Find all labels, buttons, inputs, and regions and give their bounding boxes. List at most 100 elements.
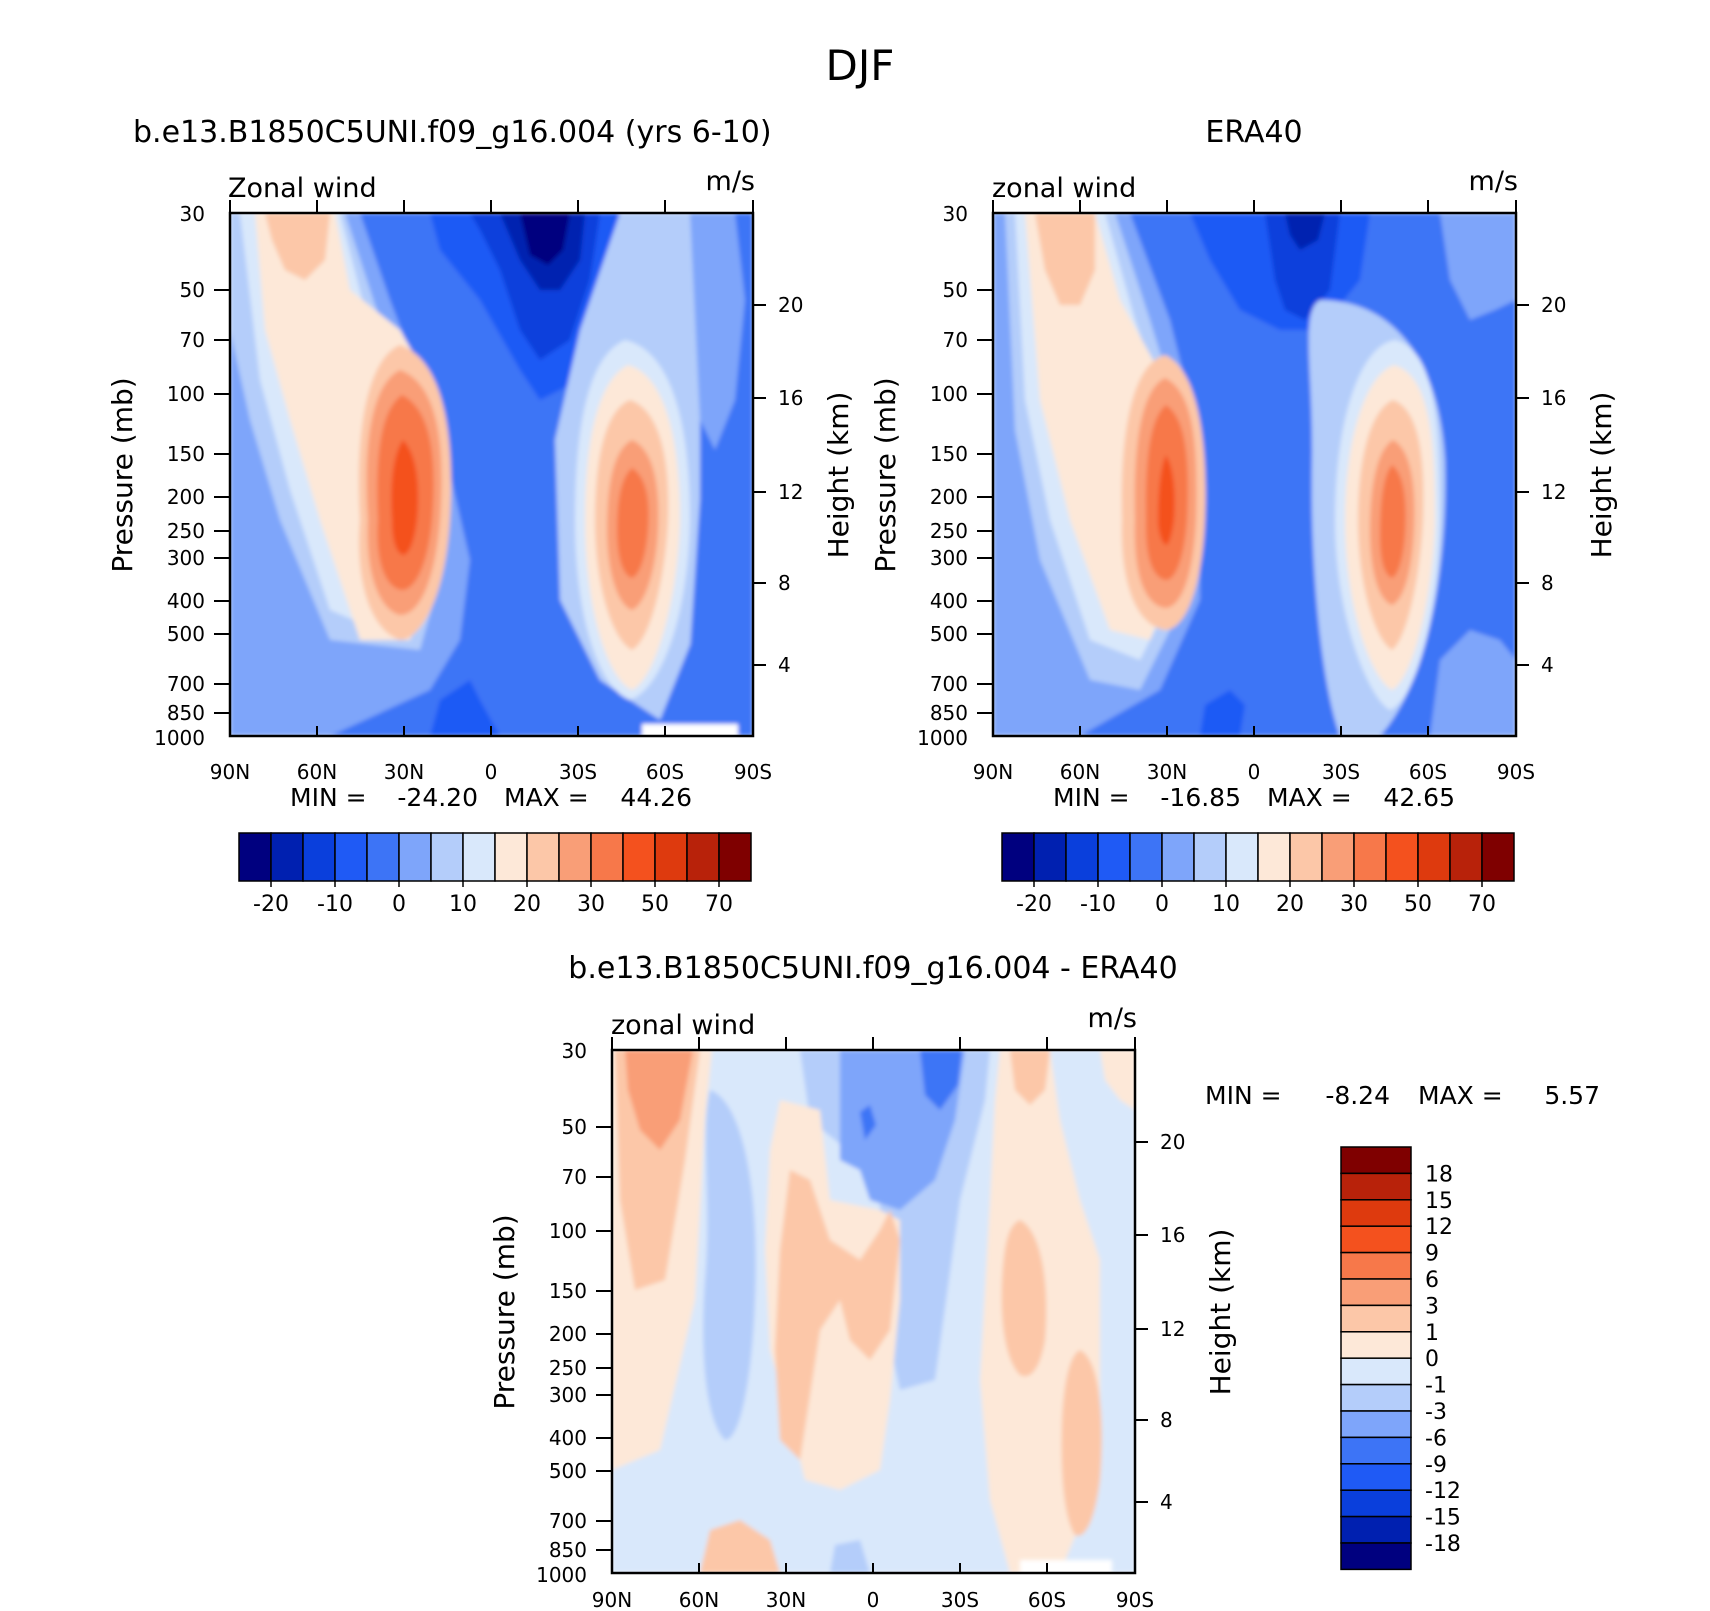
y-tick-label: 300 <box>549 1383 587 1407</box>
y2-tick-label: 4 <box>1541 653 1554 677</box>
y2-axis-title: Height (km) <box>1204 1229 1237 1396</box>
panel-era40: ERA40 zonal wind m/s <box>869 115 1618 917</box>
colorbar-swatch <box>590 832 624 882</box>
y-tick-label: 100 <box>549 1219 587 1243</box>
y2-tick-label: 8 <box>778 571 791 595</box>
y-tick-label: 300 <box>167 546 205 570</box>
y-tick-label: 150 <box>549 1279 587 1303</box>
y2-axis-title: Height (km) <box>822 392 855 559</box>
colorbar-swatch <box>1321 832 1355 882</box>
colorbar-tick-label: -10 <box>1080 892 1116 917</box>
colorbar-swatch <box>366 832 400 882</box>
y2-tick-label: 12 <box>1541 480 1566 504</box>
colorbar-tick-label: 0 <box>1155 892 1169 917</box>
colorbar-swatch <box>1289 832 1323 882</box>
colorbar-tick-label: 0 <box>392 892 406 917</box>
colorbar-tick-label: 18 <box>1425 1162 1453 1187</box>
y-tick-label: 70 <box>562 1165 587 1189</box>
x-tick-label: 60N <box>679 1588 719 1611</box>
colorbar-tick-label: 6 <box>1425 1268 1439 1293</box>
y2-tick-label: 8 <box>1160 1408 1173 1432</box>
sh-mid-peach <box>1001 1220 1047 1377</box>
colorbar-tick-label: 12 <box>1425 1215 1453 1240</box>
y-tick-label: 500 <box>167 622 205 646</box>
y-tick-label: 700 <box>930 672 968 696</box>
colorbar-swatch <box>686 832 720 882</box>
y-tick-label: 50 <box>562 1115 587 1139</box>
y2-tick-label: 16 <box>1541 386 1566 410</box>
colorbar-swatch <box>526 832 560 882</box>
y-tick-label: 1000 <box>917 726 968 750</box>
colorbar-tick-label: -3 <box>1425 1400 1447 1425</box>
max-label: MAX = <box>1418 1081 1503 1110</box>
sh-low-peach <box>1061 1350 1102 1536</box>
y2-tick-label: 20 <box>778 293 803 317</box>
min-value: -16.85 <box>1160 783 1241 812</box>
colorbar-tick-label: -20 <box>253 892 289 917</box>
lower-blue-patch <box>1200 690 1245 736</box>
sh-polar-mid <box>690 213 745 450</box>
variable-label: zonal wind <box>992 173 1136 204</box>
y-tick-label: 850 <box>549 1538 587 1562</box>
colorbar-swatch <box>1161 832 1195 882</box>
colorbar-swatch <box>334 832 368 882</box>
lower-peach <box>700 1520 780 1573</box>
y-tick-label: 700 <box>167 672 205 696</box>
nh-jet-core <box>1158 455 1175 545</box>
colorbar-swatch <box>1385 832 1419 882</box>
colorbar-tick-label: -6 <box>1425 1426 1447 1451</box>
y2-tick-labels: 20 16 12 8 4 <box>1160 1130 1185 1514</box>
colorbar-swatch <box>1257 832 1291 882</box>
small-dark-blue <box>860 1105 876 1140</box>
colorbar-tick-label: -18 <box>1425 1532 1461 1557</box>
y-tick-label: 30 <box>180 202 205 226</box>
x-tick-label: 60N <box>1060 760 1100 784</box>
colorbar-swatch <box>1340 1304 1412 1333</box>
max-label: MAX = <box>504 783 589 812</box>
x-tick-label: 90N <box>973 760 1013 784</box>
colorbar-swatch <box>462 832 496 882</box>
colorbar-swatch <box>1340 1225 1412 1254</box>
y-axis-title: Pressure (mb) <box>869 377 902 572</box>
nh-polar-orange <box>625 1050 693 1150</box>
x-tick-label: 0 <box>485 760 498 784</box>
y2-tick-label: 4 <box>778 653 791 677</box>
y-tick-label: 1000 <box>154 726 205 750</box>
colorbar-tick-label: 30 <box>1340 892 1368 917</box>
sh-orange2 <box>1380 465 1406 578</box>
colorbar-swatch <box>1449 832 1483 882</box>
colorbar-swatch <box>1353 832 1387 882</box>
x-tick-label: 90S <box>1497 760 1535 784</box>
x-tick-labels: 90N 60N 30N 0 30S 60S 90S <box>210 760 772 784</box>
stats-line: MIN = -16.85 MAX = 42.65 <box>1053 783 1455 812</box>
y-tick-labels: 30 50 70 100 150 200 250 300 400 500 700… <box>917 202 968 750</box>
x-tick-label: 30N <box>1147 760 1187 784</box>
y-tick-label: 250 <box>549 1356 587 1380</box>
figure-title: DJF <box>826 41 895 90</box>
y-ticks <box>596 1126 1148 1551</box>
x-tick-label: 30S <box>559 760 597 784</box>
y2-tick-label: 16 <box>1160 1223 1185 1247</box>
min-label: MIN = <box>1205 1081 1282 1110</box>
colorbar-swatch <box>1340 1251 1412 1280</box>
y-tick-label: 50 <box>180 278 205 302</box>
min-label: MIN = <box>1053 783 1130 812</box>
min-label: MIN = <box>290 783 367 812</box>
y-tick-label: 30 <box>943 202 968 226</box>
panel-title: ERA40 <box>1205 115 1302 150</box>
colorbar: -20 -10 0 10 20 30 50 70 <box>1001 832 1515 917</box>
x-tick-label: 90S <box>1116 1588 1154 1611</box>
y-tick-label: 150 <box>930 442 968 466</box>
colorbar-tick-label: 9 <box>1425 1242 1439 1267</box>
units-label: m/s <box>1469 166 1518 197</box>
colorbar-tick-label: 70 <box>705 892 733 917</box>
y2-tick-label: 4 <box>1160 1490 1173 1514</box>
y-tick-label: 1000 <box>536 1563 587 1587</box>
colorbar-swatch <box>1340 1357 1412 1386</box>
panel-difference: b.e13.B1850C5UNI.f09_g16.004 - ERA40 zon… <box>488 951 1600 1611</box>
y2-tick-label: 16 <box>778 386 803 410</box>
colorbar-swatch <box>1340 1383 1412 1412</box>
colorbar-swatch <box>1033 832 1067 882</box>
y-tick-labels: 30 50 70 100 150 200 250 300 400 500 700… <box>154 202 205 750</box>
max-value: 5.57 <box>1544 1081 1600 1110</box>
